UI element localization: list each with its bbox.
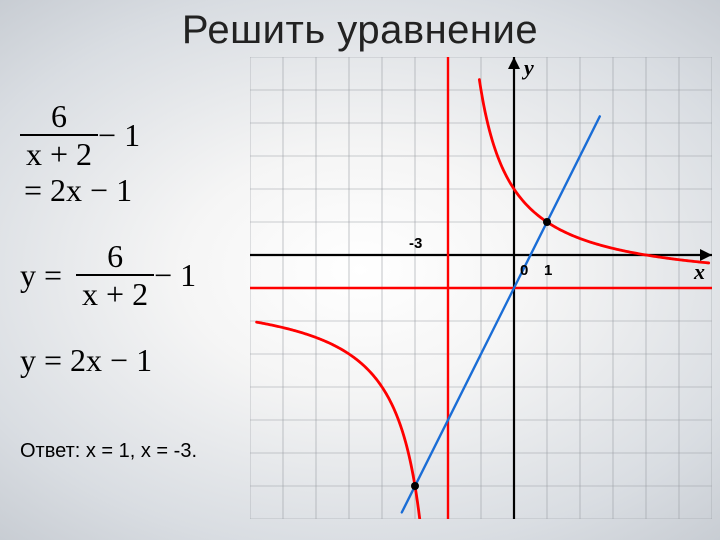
svg-text:-3: -3 — [409, 235, 422, 252]
answer-text: Ответ: x = 1, x = -3. — [20, 440, 197, 463]
formula-2: y = 6 x + 2 − 1 — [20, 240, 240, 310]
formulas-block: 6 x + 2 − 1 = 2x − 1 y = 6 x + 2 − 1 y =… — [20, 100, 240, 410]
svg-text:y: y — [521, 57, 534, 80]
page-title: Решить уравнение — [0, 8, 720, 53]
svg-text:1: 1 — [544, 262, 552, 279]
svg-text:0: 0 — [520, 262, 528, 279]
coordinate-chart: xy01-3 — [250, 57, 712, 519]
formula-1: 6 x + 2 − 1 = 2x − 1 — [20, 100, 240, 206]
formula-3: y = 2x − 1 — [20, 344, 240, 376]
